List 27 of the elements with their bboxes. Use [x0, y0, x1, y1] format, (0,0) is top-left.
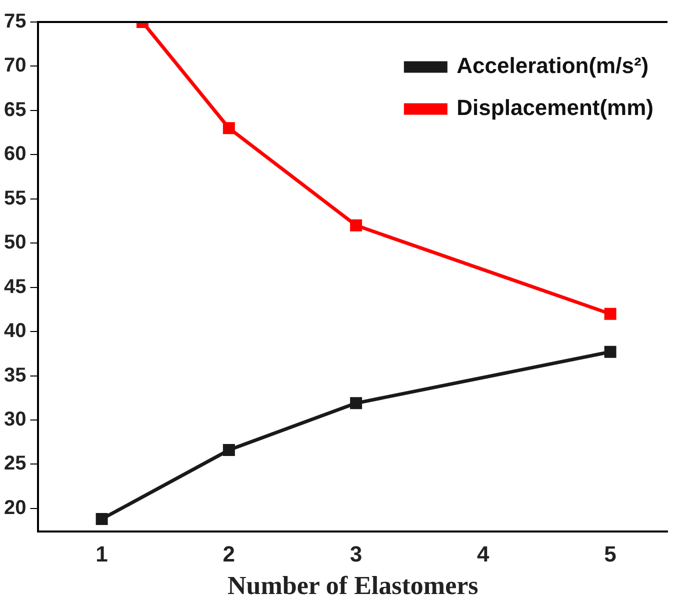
- point: [604, 308, 616, 320]
- x-tick-label: 3: [350, 542, 362, 567]
- legend-label: Acceleration(m/s²): [456, 53, 649, 78]
- x-axis-title: Number of Elastomers: [227, 571, 478, 600]
- x-tick-label: 4: [477, 542, 490, 567]
- y-tick-label: 35: [4, 364, 26, 386]
- y-tick-label: 30: [4, 408, 26, 430]
- y-tick-label: 45: [4, 276, 26, 298]
- point: [222, 122, 235, 134]
- y-tick-label: 70: [4, 54, 26, 77]
- point: [604, 346, 616, 358]
- y-tick-label: 75: [4, 10, 26, 33]
- y-tick-label: 50: [4, 232, 26, 254]
- point: [350, 219, 362, 232]
- y-tick-label: 55: [4, 187, 26, 210]
- y-tick-label: 20: [4, 496, 26, 519]
- y-tick-label: 25: [4, 452, 26, 475]
- x-tick-label: 1: [96, 542, 108, 567]
- y-tick-label: 60: [4, 143, 26, 166]
- point: [96, 513, 108, 526]
- x-tick-label: 5: [604, 542, 616, 567]
- point: [222, 444, 235, 456]
- point: [350, 397, 362, 410]
- legend-label: Displacement(mm): [456, 95, 654, 120]
- y-tick-label: 65: [4, 98, 26, 121]
- x-tick-label: 2: [222, 542, 236, 567]
- y-tick-label: 40: [4, 320, 26, 342]
